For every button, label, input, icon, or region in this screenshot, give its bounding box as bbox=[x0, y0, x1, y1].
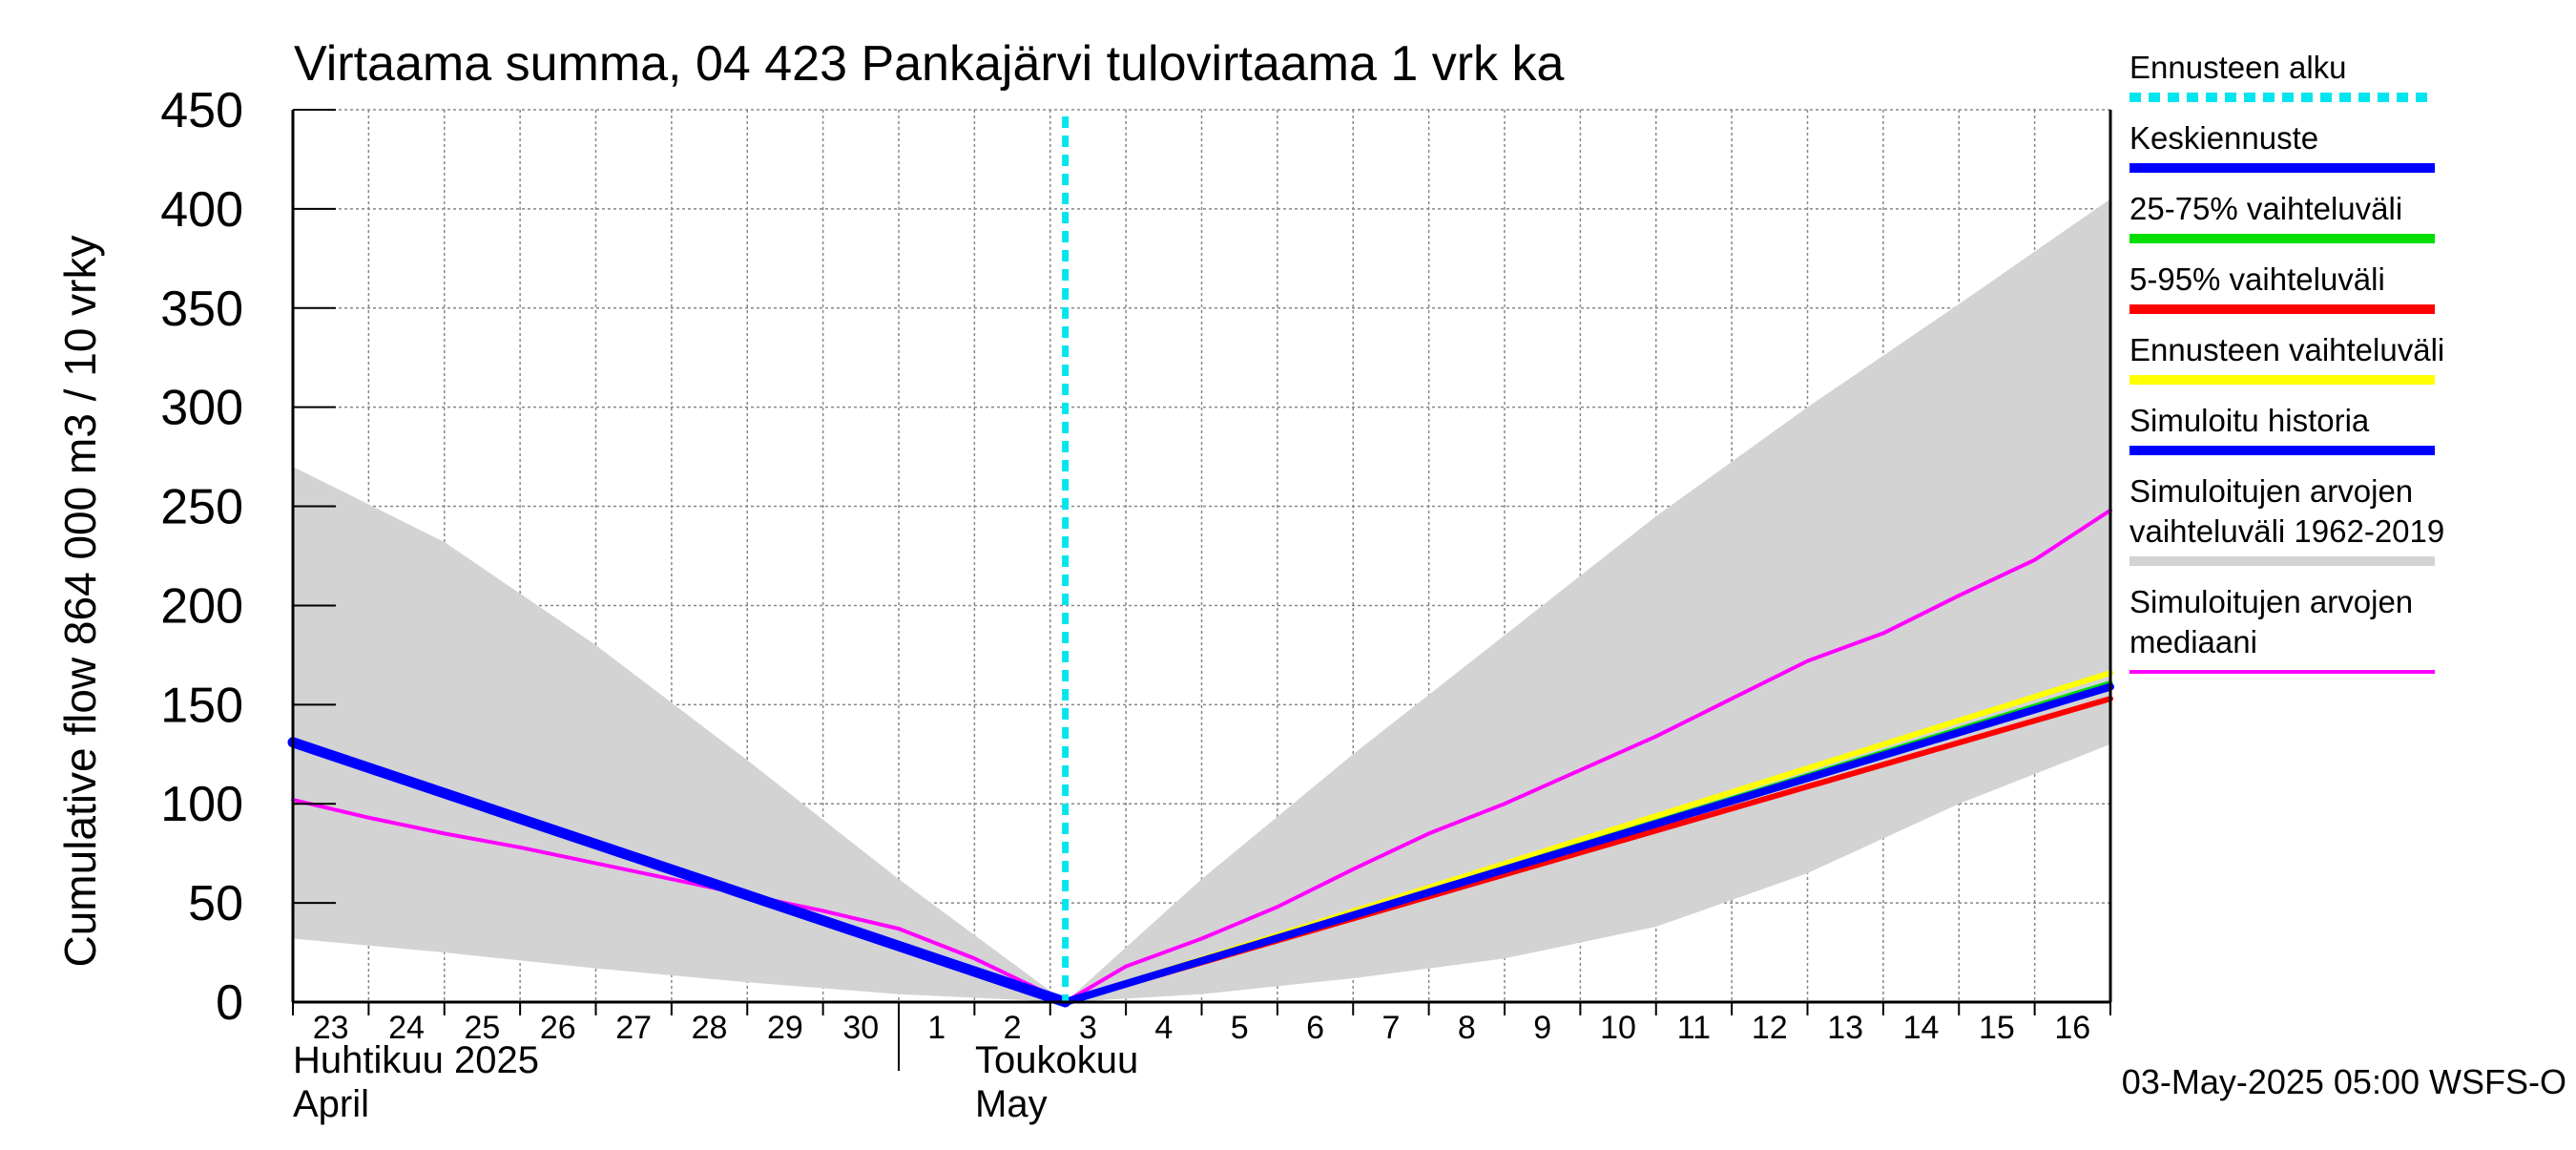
month-label-en: April bbox=[293, 1083, 369, 1125]
x-tick-label: 23 bbox=[313, 1010, 349, 1046]
x-tick-label: 15 bbox=[1979, 1010, 2015, 1046]
x-tick-label: 12 bbox=[1752, 1010, 1788, 1046]
x-tick-label: 6 bbox=[1306, 1010, 1324, 1046]
x-tick-label: 26 bbox=[540, 1010, 576, 1046]
x-tick-label: 24 bbox=[388, 1010, 425, 1046]
x-tick-label: 2 bbox=[1004, 1010, 1022, 1046]
y-tick-label: 450 bbox=[160, 83, 243, 138]
x-tick-label: 3 bbox=[1079, 1010, 1097, 1046]
x-tick-label: 13 bbox=[1827, 1010, 1863, 1046]
y-tick-label: 200 bbox=[160, 578, 243, 634]
x-tick-label: 30 bbox=[842, 1010, 879, 1046]
legend-label: 5-95% vaihteluväli bbox=[2129, 261, 2385, 297]
month-label-en: May bbox=[975, 1083, 1048, 1125]
historical-range-band bbox=[293, 199, 2110, 1002]
y-tick-label: 300 bbox=[160, 381, 243, 436]
y-tick-label: 150 bbox=[160, 678, 243, 733]
y-tick-label: 0 bbox=[216, 975, 243, 1031]
legend-label: Simuloitujen arvojen bbox=[2129, 584, 2413, 619]
legend-label: Simuloitujen arvojen bbox=[2129, 473, 2413, 509]
x-tick-label: 4 bbox=[1154, 1010, 1173, 1046]
y-axis-label: Cumulative flow 864 000 m3 / 10 vrky bbox=[55, 235, 105, 967]
x-tick-label: 16 bbox=[2054, 1010, 2090, 1046]
x-tick-label: 8 bbox=[1458, 1010, 1476, 1046]
footer-timestamp: 03-May-2025 05:00 WSFS-O bbox=[2122, 1062, 2566, 1101]
x-tick-label: 9 bbox=[1533, 1010, 1551, 1046]
legend-label: vaihteluväli 1962-2019 bbox=[2129, 513, 2444, 549]
x-tick-label: 7 bbox=[1381, 1010, 1400, 1046]
series-keskiennuste bbox=[1061, 682, 2114, 1006]
x-tick-label: 5 bbox=[1231, 1010, 1249, 1046]
x-tick-label: 28 bbox=[692, 1010, 728, 1046]
x-tick-label: 27 bbox=[615, 1010, 652, 1046]
legend-label: Ennusteen vaihteluväli bbox=[2129, 332, 2444, 367]
month-label-fi: Toukokuu bbox=[975, 1039, 1138, 1081]
legend-label: mediaani bbox=[2129, 624, 2257, 659]
x-tick-label: 11 bbox=[1677, 1010, 1711, 1046]
legend-label: Keskiennuste bbox=[2129, 120, 2318, 156]
legend-label: Simuloitu historia bbox=[2129, 403, 2370, 438]
legend-label: Ennusteen alku bbox=[2129, 50, 2347, 85]
y-tick-label: 400 bbox=[160, 182, 243, 238]
x-tick-label: 1 bbox=[927, 1010, 945, 1046]
x-tick-label: 25 bbox=[465, 1010, 501, 1046]
y-tick-label: 250 bbox=[160, 480, 243, 535]
series-simuloitu-historia bbox=[287, 737, 1071, 1008]
month-label-fi: Huhtikuu 2025 bbox=[293, 1039, 539, 1081]
chart-title: Virtaama summa, 04 423 Pankajärvi tulovi… bbox=[294, 36, 1564, 92]
legend-label: 25-75% vaihteluväli bbox=[2129, 191, 2402, 226]
y-tick-label: 50 bbox=[188, 876, 243, 931]
x-tick-label: 14 bbox=[1903, 1010, 1940, 1046]
y-tick-label: 350 bbox=[160, 282, 243, 337]
series-simuloitujen-arvojen-mediaani bbox=[291, 508, 2112, 1004]
x-tick-label: 29 bbox=[767, 1010, 803, 1046]
y-tick-label: 100 bbox=[160, 777, 243, 832]
x-tick-label: 10 bbox=[1600, 1010, 1636, 1046]
